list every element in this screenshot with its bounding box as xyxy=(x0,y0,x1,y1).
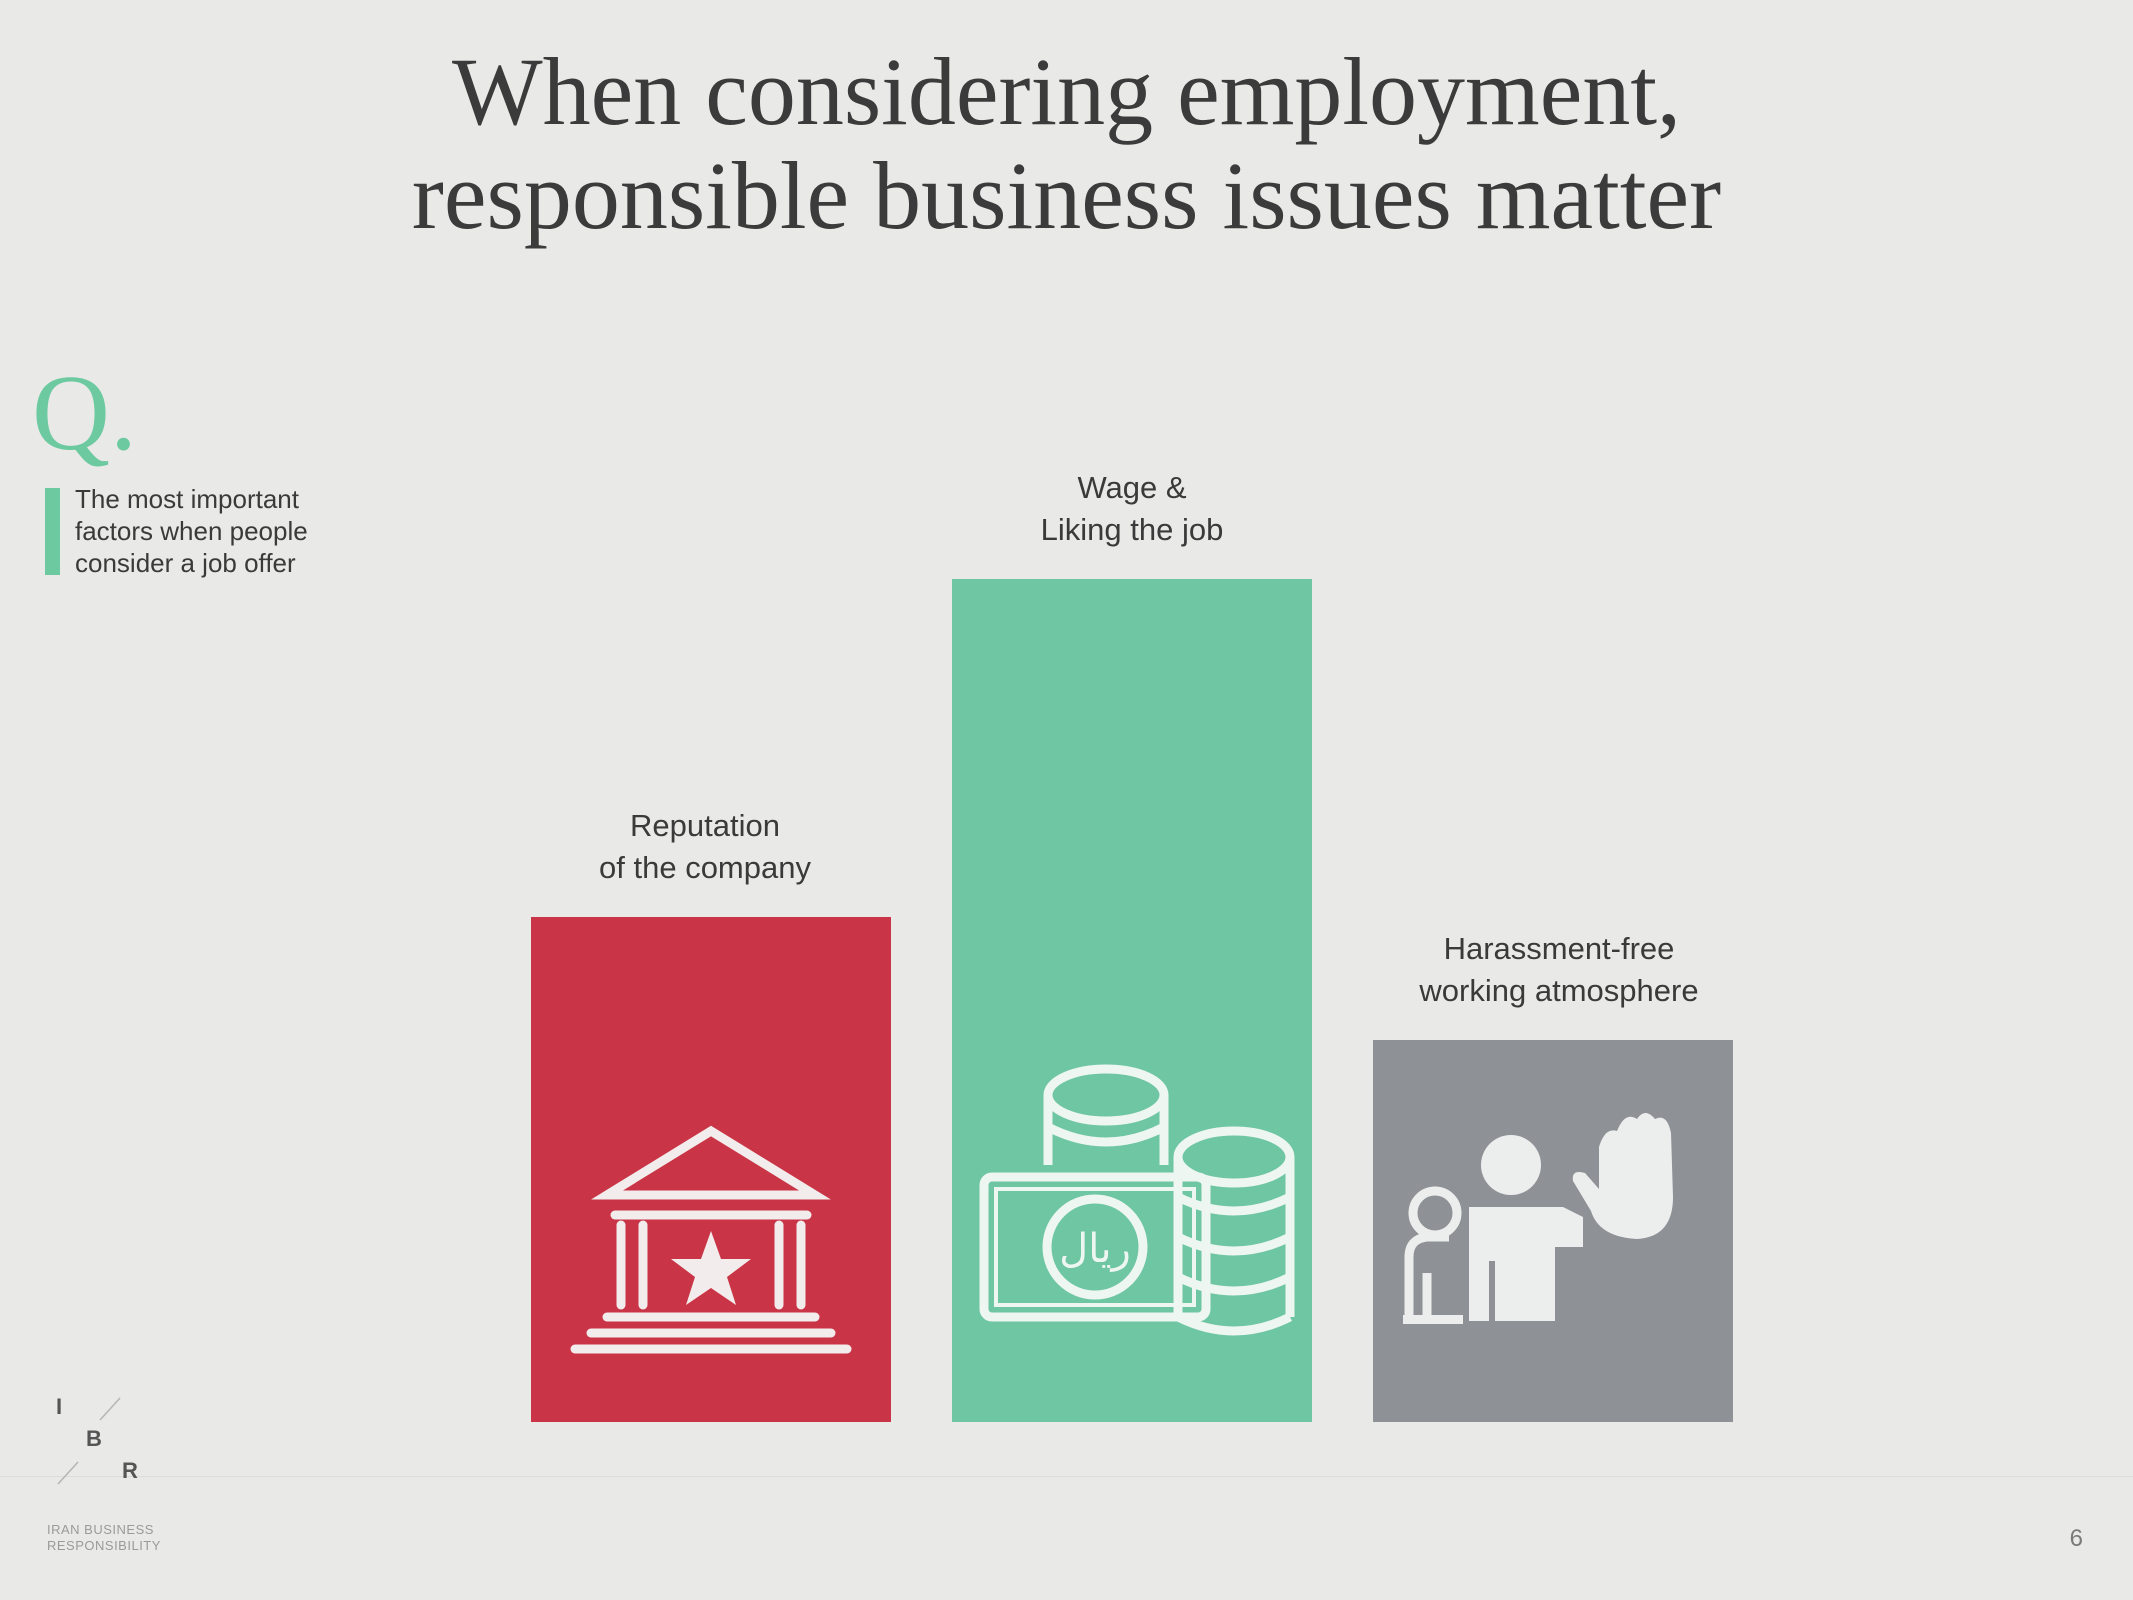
question-text-line-3: consider a job offer xyxy=(75,548,296,578)
footer-divider xyxy=(0,1476,2133,1477)
bar-3 xyxy=(1373,1040,1733,1422)
page-number: 6 xyxy=(2069,1525,2083,1552)
logo-letter-b: B xyxy=(86,1426,102,1451)
bar-label-2: Wage & Liking the job xyxy=(1040,470,1224,547)
bar-label-3: Harassment-free working atmosphere xyxy=(1419,931,1699,1008)
bar-label-1: Reputation of the company xyxy=(599,808,811,885)
harassment-stop-hand-icon xyxy=(1373,1107,1733,1352)
logo-letter-r: R xyxy=(122,1458,138,1483)
title-line-2: responsible business issues matter xyxy=(411,142,1722,249)
question-text: The most important factors when people c… xyxy=(75,483,375,579)
question-text-line-1: The most important xyxy=(75,484,299,514)
logo-text: IRAN BUSINESS RESPONSIBILITY xyxy=(47,1522,161,1553)
svg-text:ریال: ریال xyxy=(1059,1226,1131,1272)
money-coins-rial-icon: ریال xyxy=(952,1057,1312,1382)
page-title: When considering employment, responsible… xyxy=(0,40,2133,248)
question-accent-bar xyxy=(45,488,60,575)
question-marker: Q. xyxy=(32,354,137,473)
institution-star-icon xyxy=(531,1117,891,1382)
logo-letter-i: I xyxy=(56,1394,62,1419)
question-text-line-2: factors when people xyxy=(75,516,308,546)
ibr-logo-icon: I B R xyxy=(56,1394,138,1485)
bar-1 xyxy=(531,917,891,1422)
title-line-1: When considering employment, xyxy=(451,38,1681,145)
bar-2: ریال xyxy=(952,579,1312,1422)
